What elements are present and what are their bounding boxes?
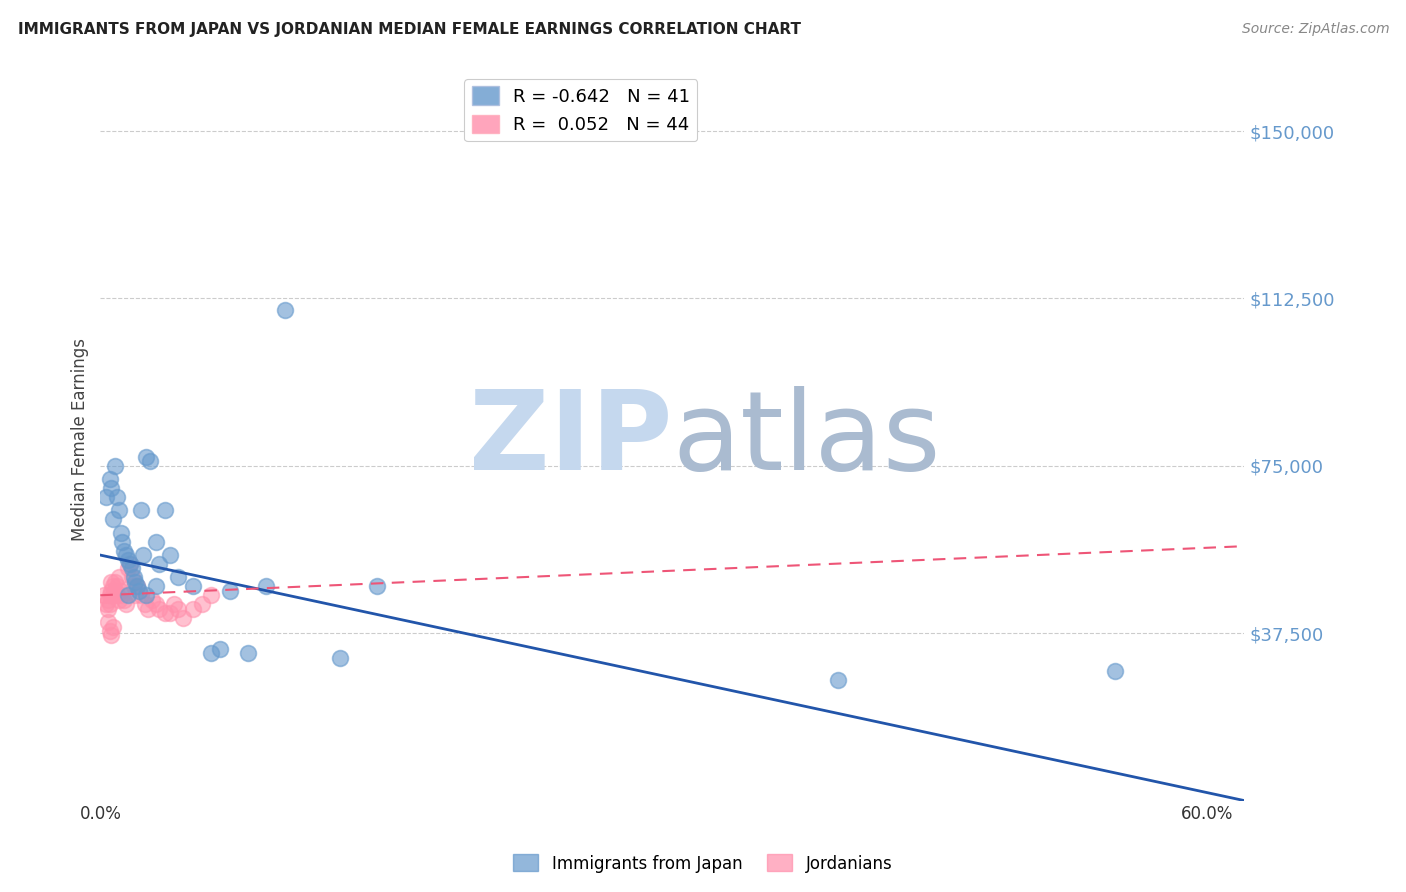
Point	[104, 574, 127, 589]
Point	[107, 503, 129, 517]
Point	[136, 601, 159, 615]
Point	[104, 458, 127, 473]
Point	[145, 597, 167, 611]
Point	[153, 606, 176, 620]
Point	[111, 588, 134, 602]
Point	[127, 579, 149, 593]
Point	[111, 534, 134, 549]
Point	[93, 588, 115, 602]
Point	[209, 641, 232, 656]
Point	[112, 543, 135, 558]
Point	[153, 503, 176, 517]
Point	[128, 583, 150, 598]
Point	[121, 570, 143, 584]
Point	[181, 579, 204, 593]
Point	[117, 561, 139, 575]
Point	[163, 597, 186, 611]
Point	[98, 597, 121, 611]
Point	[366, 579, 388, 593]
Point	[236, 646, 259, 660]
Point	[97, 601, 120, 615]
Point	[145, 534, 167, 549]
Point	[112, 592, 135, 607]
Point	[104, 583, 127, 598]
Point	[98, 588, 121, 602]
Point	[191, 597, 214, 611]
Point	[166, 601, 188, 615]
Point	[117, 588, 139, 602]
Point	[274, 302, 297, 317]
Point	[148, 557, 170, 571]
Point	[159, 606, 181, 620]
Point	[200, 588, 222, 602]
Point	[129, 588, 152, 602]
Point	[122, 579, 145, 593]
Point	[105, 490, 128, 504]
Point	[132, 548, 155, 562]
Point	[145, 579, 167, 593]
Text: IMMIGRANTS FROM JAPAN VS JORDANIAN MEDIAN FEMALE EARNINGS CORRELATION CHART: IMMIGRANTS FROM JAPAN VS JORDANIAN MEDIA…	[18, 22, 801, 37]
Text: Source: ZipAtlas.com: Source: ZipAtlas.com	[1241, 22, 1389, 37]
Point	[107, 570, 129, 584]
Point	[121, 561, 143, 575]
Point	[103, 579, 125, 593]
Point	[118, 557, 141, 571]
Point	[135, 588, 157, 602]
Point	[118, 557, 141, 571]
Point	[1104, 664, 1126, 678]
Legend: Immigrants from Japan, Jordanians: Immigrants from Japan, Jordanians	[506, 847, 900, 880]
Point	[110, 583, 132, 598]
Point	[107, 592, 129, 607]
Point	[141, 592, 163, 607]
Text: ZIP: ZIP	[470, 385, 672, 492]
Point	[103, 588, 125, 602]
Point	[127, 579, 149, 593]
Point	[134, 597, 156, 611]
Point	[329, 650, 352, 665]
Point	[94, 597, 117, 611]
Point	[159, 548, 181, 562]
Text: atlas: atlas	[672, 385, 941, 492]
Point	[98, 624, 121, 638]
Point	[94, 490, 117, 504]
Point	[115, 597, 138, 611]
Point	[97, 615, 120, 629]
Point	[105, 579, 128, 593]
Point	[110, 525, 132, 540]
Point	[218, 583, 240, 598]
Point	[827, 673, 849, 687]
Point	[117, 552, 139, 566]
Point	[135, 450, 157, 464]
Point	[200, 646, 222, 660]
Point	[254, 579, 277, 593]
Point	[100, 628, 122, 642]
Point	[105, 588, 128, 602]
Point	[124, 574, 146, 589]
Point	[98, 472, 121, 486]
Point	[100, 574, 122, 589]
Point	[172, 610, 194, 624]
Point	[115, 548, 138, 562]
Point	[100, 481, 122, 495]
Point	[103, 619, 125, 633]
Point	[124, 588, 146, 602]
Point	[100, 583, 122, 598]
Point	[139, 454, 162, 468]
Point	[97, 592, 120, 607]
Y-axis label: Median Female Earnings: Median Female Earnings	[72, 337, 89, 541]
Point	[103, 512, 125, 526]
Legend: R = -0.642   N = 41, R =  0.052   N = 44: R = -0.642 N = 41, R = 0.052 N = 44	[464, 79, 697, 142]
Point	[166, 570, 188, 584]
Point	[122, 570, 145, 584]
Point	[148, 601, 170, 615]
Point	[181, 601, 204, 615]
Point	[129, 503, 152, 517]
